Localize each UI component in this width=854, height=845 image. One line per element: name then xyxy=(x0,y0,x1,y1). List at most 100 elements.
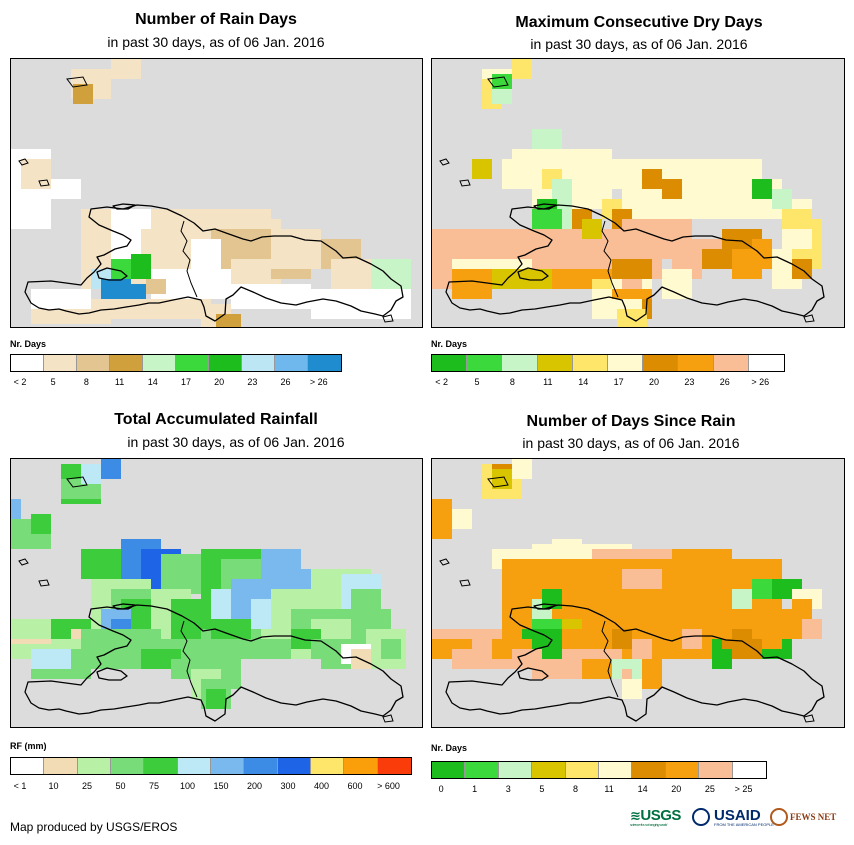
legend-label: 150 xyxy=(213,781,229,791)
coastline xyxy=(517,267,549,281)
dry-days-legend-bar xyxy=(431,354,785,372)
island-outline xyxy=(487,76,509,88)
legend-label: 8 xyxy=(83,377,89,387)
haiti-dr-border xyxy=(601,220,619,298)
usaid-logo: USAID FROM THE AMERICAN PEOPLE xyxy=(714,807,774,827)
legend-label: 3 xyxy=(505,784,511,794)
legend-swatch xyxy=(537,355,573,371)
legend-label: 10 xyxy=(48,781,59,791)
rainfall-map xyxy=(10,458,423,728)
dry-days-title: Maximum Consecutive Dry Days xyxy=(515,14,763,31)
legend-swatch xyxy=(432,355,468,371)
legend-label: 1 xyxy=(472,784,478,794)
legend-swatch xyxy=(210,758,245,774)
legend-label: 8 xyxy=(572,784,578,794)
legend-swatch xyxy=(532,762,566,778)
legend-swatch xyxy=(565,762,600,778)
usgs-wave-icon: ≋ xyxy=(630,808,641,823)
legend-swatch xyxy=(732,762,767,778)
legend-swatch xyxy=(498,762,533,778)
legend-swatch xyxy=(467,355,503,371)
coastline xyxy=(533,603,557,610)
island-outline xyxy=(459,579,471,587)
legend-label: 14 xyxy=(578,377,589,387)
island-outline xyxy=(803,714,815,723)
legend-swatch xyxy=(209,355,242,371)
days-since-rain-legend-bar xyxy=(431,761,767,779)
legend-swatch xyxy=(275,355,308,371)
legend-label: 5 xyxy=(474,377,480,387)
island-outline xyxy=(382,714,394,723)
coastline xyxy=(517,667,549,681)
legend-swatch xyxy=(665,762,700,778)
island-outline xyxy=(18,158,29,166)
rain-days-map xyxy=(10,58,423,328)
fews-net-logo: FEWS NET xyxy=(790,812,837,822)
days-since-rain-map xyxy=(431,458,845,728)
island-outline xyxy=(38,579,50,587)
rain-days-legend-bar xyxy=(10,354,342,372)
legend-swatch xyxy=(608,355,644,371)
legend-label: 50 xyxy=(115,781,126,791)
legend-label: 20 xyxy=(214,377,225,387)
days-since-rain-title: Number of Days Since Rain xyxy=(526,413,736,430)
legend-swatch xyxy=(377,758,411,774)
footer-credit: Map produced by USGS/EROS xyxy=(10,820,178,834)
grid-cells xyxy=(432,59,822,327)
legend-swatch xyxy=(143,355,176,371)
legend-label: 14 xyxy=(147,377,158,387)
dry-days-legend-title: Nr. Days xyxy=(431,339,468,349)
legend-swatch xyxy=(44,758,78,774)
legend-label: 0 xyxy=(438,784,444,794)
rain-days-title: Number of Rain Days xyxy=(135,11,297,28)
island-outline xyxy=(439,158,450,166)
island-outline xyxy=(66,76,88,88)
legend-swatch xyxy=(277,758,311,774)
legend-label: 600 xyxy=(347,781,363,791)
legend-swatch xyxy=(11,355,44,371)
legend-swatch xyxy=(632,762,666,778)
rainfall-legend-bar xyxy=(10,757,412,775)
legend-swatch xyxy=(110,758,145,774)
island-outline xyxy=(18,558,29,566)
legend-label: 20 xyxy=(671,784,682,794)
island-outline xyxy=(38,179,50,187)
legend-label: 23 xyxy=(684,377,695,387)
grid-cells xyxy=(432,459,822,699)
legend-label: 75 xyxy=(149,781,160,791)
legend-label: 11 xyxy=(604,784,614,794)
coastline xyxy=(112,603,136,610)
dry-days-subtitle: in past 30 days, as of 06 Jan. 2016 xyxy=(530,36,748,52)
rainfall-subtitle: in past 30 days, as of 06 Jan. 2016 xyxy=(127,434,345,450)
legend-swatch xyxy=(432,762,466,778)
dry-days-map xyxy=(431,58,845,328)
legend-swatch xyxy=(599,762,633,778)
legend-label: 400 xyxy=(314,781,330,791)
map-canvas xyxy=(432,459,825,723)
legend-swatch xyxy=(502,355,538,371)
legend-swatch xyxy=(572,355,609,371)
legend-swatch xyxy=(110,355,143,371)
legend-label: 26 xyxy=(719,377,730,387)
rain-days-legend-labels: < 2 5 8 11 14 17 20 23 26 > 26 xyxy=(10,377,342,389)
dry-days-legend-labels: < 2 5 8 11 14 17 20 23 26 > 26 xyxy=(431,377,785,389)
legend-label: < 2 xyxy=(13,377,27,387)
coastline xyxy=(445,604,825,722)
haiti-dr-border xyxy=(601,620,619,698)
legend-swatch xyxy=(678,355,714,371)
legend-swatch xyxy=(177,758,211,774)
legend-swatch xyxy=(713,355,749,371)
legend-swatch xyxy=(748,355,785,371)
coastline xyxy=(112,203,136,210)
island-outline xyxy=(66,476,88,488)
map-canvas xyxy=(11,59,411,327)
legend-label: 11 xyxy=(114,377,125,387)
coastline xyxy=(96,267,128,281)
usgs-logo: ≋USGS science for a changing world xyxy=(630,807,681,827)
usaid-seal-icon xyxy=(692,808,710,826)
legend-label: 5 xyxy=(539,784,545,794)
coastline xyxy=(24,204,404,322)
legend-swatch xyxy=(176,355,209,371)
logo-strip: ≋USGS science for a changing world USAID… xyxy=(630,805,850,835)
legend-swatch xyxy=(308,355,341,371)
